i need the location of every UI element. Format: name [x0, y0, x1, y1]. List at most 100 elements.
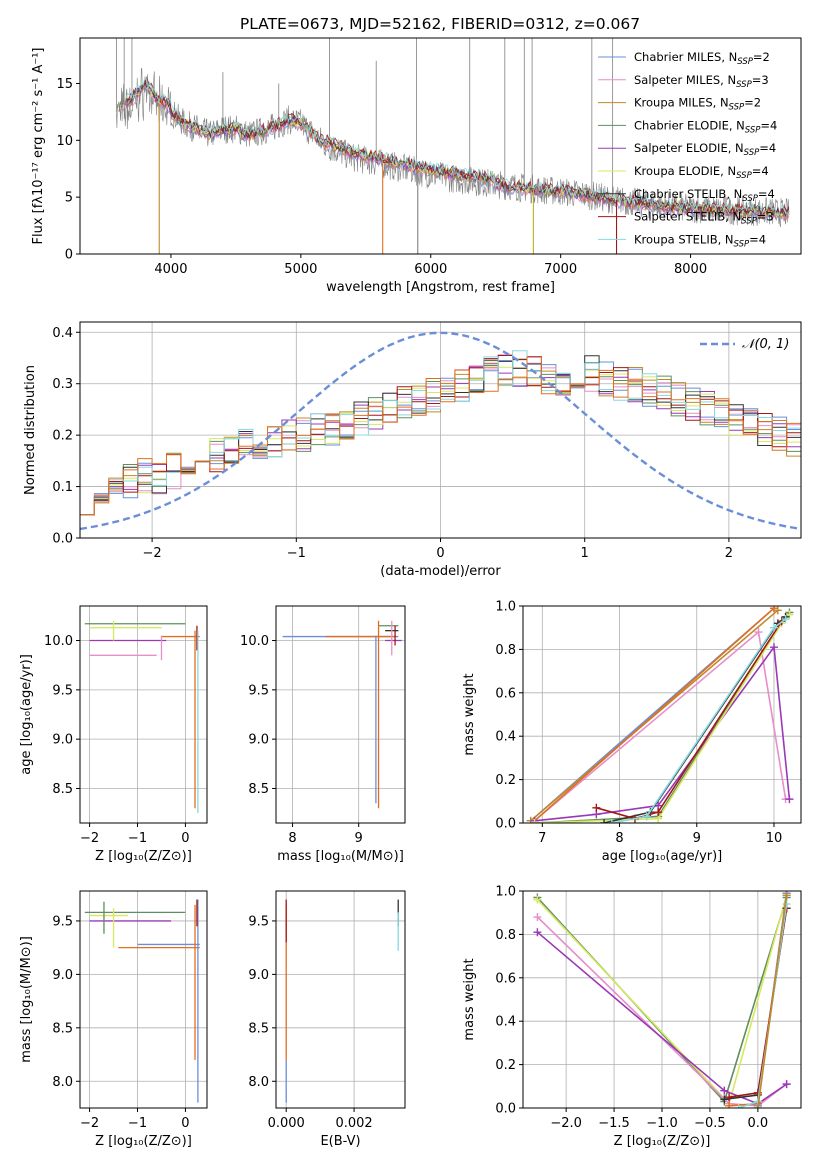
series-point — [642, 812, 651, 821]
y-tick-label: 9.0 — [248, 968, 269, 983]
x-tick-label: −1.0 — [646, 1116, 678, 1131]
y-tick-label: 0.2 — [52, 429, 73, 444]
y-tick-label: 10 — [56, 134, 73, 149]
y-axis-label: Normed distribution — [23, 365, 38, 495]
x-axis-label: Z [log₁₀(Z/Z⊙)] — [95, 849, 192, 864]
axes-frame — [79, 605, 208, 824]
x-tick-label: 0.002 — [335, 1116, 372, 1131]
x-tick-label: 0 — [436, 546, 444, 561]
x-tick-label: 4000 — [154, 262, 187, 277]
series-point — [533, 895, 542, 904]
y-axis-label: age [log₁₀(age/yr)] — [19, 654, 34, 775]
axes-frame — [275, 890, 406, 1109]
y-axis-label: mass weight — [462, 958, 477, 1040]
spectrum-legend: Chabrier MILES, NSSP=2 Salpeter MILES, NS… — [598, 50, 777, 249]
series-point — [781, 615, 790, 624]
y-tick-label: 9.5 — [52, 683, 73, 698]
y-axis-label: Flux [fλ10⁻¹⁷ erg cm⁻² s⁻¹ A⁻¹] — [31, 48, 46, 245]
x-axis-label: age [log₁₀(age/yr)] — [602, 849, 723, 864]
legend-entry: Chabrier MILES, NSSP=2 — [634, 50, 770, 67]
y-tick-label: 9.5 — [248, 914, 269, 929]
y-tick-label: 8.5 — [248, 1021, 269, 1036]
y-tick-label: 0.8 — [495, 928, 516, 943]
y-tick-label: 0.0 — [52, 532, 73, 547]
legend-gaussian-label: 𝒩(0, 1) — [742, 337, 789, 352]
y-tick-label: 5 — [65, 191, 73, 206]
gaussian-curve — [80, 331, 801, 531]
y-axis-label: mass [log₁₀(M/M⊙)] — [19, 936, 34, 1063]
panel-weight-vs-Z: −2.0 −1.5 −1.0 −0.5 0.0 0.0 0.2 0.4 0.6 0.8 1.0 Z [… — [462, 885, 802, 1149]
series-point — [654, 808, 663, 817]
series-point — [754, 628, 763, 637]
series-point — [600, 819, 609, 823]
y-tick-label: 0.4 — [52, 326, 73, 341]
axes-frame — [79, 37, 802, 255]
x-tick-label: 8 — [615, 831, 623, 846]
y-tick-label: 9.0 — [248, 733, 269, 748]
legend-entry: Kroupa STELIB, NSSP=4 — [634, 232, 766, 249]
series-line — [534, 607, 775, 822]
series-point — [533, 928, 542, 937]
x-tick-label: 10 — [766, 831, 783, 846]
panel-age-vs-Z: −2 −1 0 8.5 9.0 9.5 10.0 Z [log₁₀(Z/Z⊙)] age [lo… — [19, 605, 208, 864]
y-tick-label: 0.1 — [52, 480, 73, 495]
x-tick-label: −2 — [143, 546, 162, 561]
x-tick-label: 9 — [693, 831, 701, 846]
series-line — [611, 618, 787, 823]
x-tick-label: 8000 — [674, 262, 707, 277]
x-tick-label: 0 — [181, 831, 189, 846]
model-fit-line — [121, 75, 790, 216]
plot-area-age-vs-Z — [84, 620, 200, 814]
figure-title: PLATE=0673, MJD=52162, FIBERID=0312, z=0… — [240, 15, 640, 33]
y-tick-label: 10.0 — [44, 634, 73, 649]
y-tick-label: 15 — [56, 77, 73, 92]
legend-entry: Chabrier ELODIE, NSSP=4 — [634, 118, 777, 135]
panel-spectrum: 4000 5000 6000 7000 8000 0 5 10 15 wavelength [An… — [31, 37, 802, 295]
y-tick-label: 0.0 — [495, 1102, 516, 1117]
x-axis-label: Z [log₁₀(Z/Z⊙)] — [95, 1134, 192, 1149]
legend-entry: Salpeter ELODIE, NSSP=4 — [634, 141, 776, 158]
series-point — [785, 795, 794, 804]
y-tick-label: 0.0 — [495, 817, 516, 832]
series-point — [607, 819, 616, 823]
panel-mass-vs-Z: −2 −1 0 8.0 8.5 9.0 9.5 Z [log₁₀(Z/Z⊙)] mass [lo… — [19, 890, 208, 1149]
series-point — [720, 1095, 729, 1104]
residual-histogram — [80, 356, 801, 516]
y-tick-label: 0.6 — [495, 686, 516, 701]
axes-frame — [522, 605, 802, 824]
series-point — [769, 623, 778, 632]
panel-residuals: 𝒩(0, 1) −2 −1 0 1 2 0.0 0.1 0.2 0.3 0.4 (data-model… — [23, 321, 802, 579]
x-tick-label: −2 — [80, 1116, 99, 1131]
x-tick-label: −1 — [128, 1116, 147, 1131]
y-tick-label: 0 — [65, 248, 73, 263]
x-axis-label: Z [log₁₀(Z/Z⊙)] — [614, 1134, 711, 1149]
legend-entry: Salpeter MILES, NSSP=3 — [634, 73, 769, 90]
plot-area-spectrum — [115, 38, 790, 254]
x-tick-label: −0.5 — [694, 1116, 726, 1131]
legend-entry: Chabrier STELIB, NSSP=4 — [634, 187, 775, 204]
series-point — [753, 1104, 762, 1108]
x-tick-label: 5000 — [284, 262, 317, 277]
series-point — [782, 1080, 791, 1089]
x-axis-label: E(B-V) — [320, 1134, 360, 1149]
y-tick-label: 9.5 — [52, 914, 73, 929]
series-point — [782, 900, 791, 909]
residuals-legend: 𝒩(0, 1) — [700, 337, 789, 352]
plot-area-mass-vs-EBV — [285, 899, 399, 1103]
x-tick-label: 8 — [288, 831, 296, 846]
x-tick-label: −2.0 — [550, 1116, 582, 1131]
panel-age-vs-mass: 8 9 8.5 9.0 9.5 10.0 mass [log₁₀(M/M⊙)] — [240, 605, 406, 864]
y-tick-label: 0.6 — [495, 971, 516, 986]
series-point — [782, 891, 791, 900]
x-tick-label: −2 — [80, 831, 99, 846]
plot-area-weight-vs-age — [526, 606, 794, 823]
series-point — [725, 1093, 734, 1102]
legend-entry: Kroupa MILES, NSSP=2 — [634, 96, 761, 113]
y-tick-label: 0.2 — [495, 1058, 516, 1073]
plot-area-mass-vs-Z — [84, 899, 200, 1103]
series-point — [720, 1086, 729, 1095]
y-tick-label: 8.5 — [52, 1021, 73, 1036]
x-axis-label: (data-model)/error — [380, 564, 501, 579]
series-point — [530, 819, 539, 823]
